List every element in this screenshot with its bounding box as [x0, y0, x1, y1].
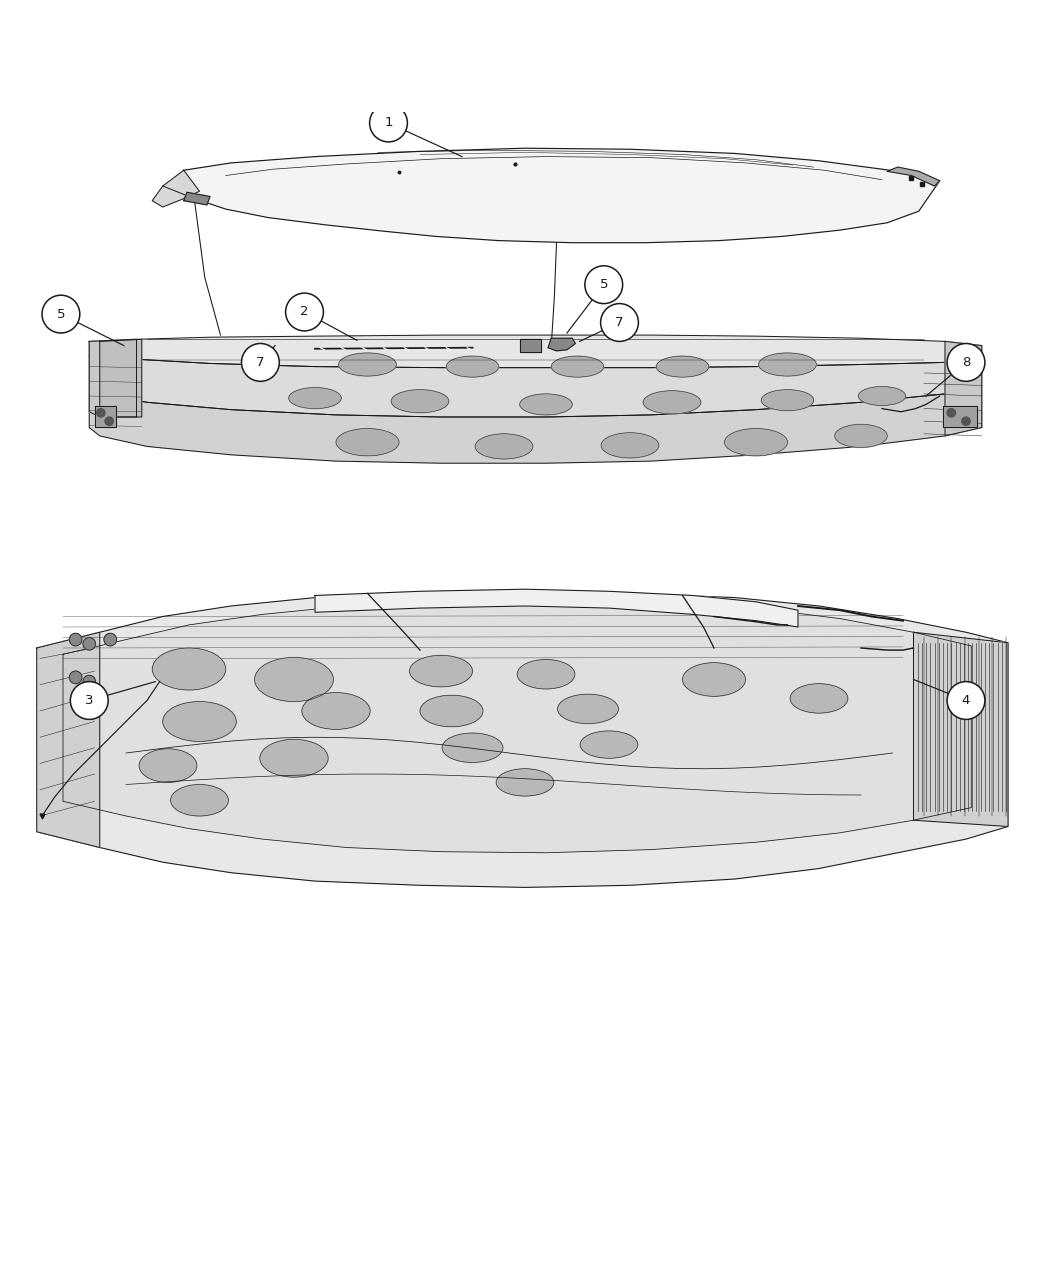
Polygon shape	[184, 148, 940, 242]
Circle shape	[83, 676, 96, 688]
Circle shape	[83, 638, 96, 650]
Circle shape	[370, 105, 407, 142]
Ellipse shape	[289, 388, 341, 408]
Circle shape	[69, 671, 82, 683]
Ellipse shape	[446, 356, 499, 377]
Ellipse shape	[496, 769, 554, 796]
Circle shape	[947, 343, 985, 381]
Polygon shape	[100, 339, 142, 417]
Polygon shape	[943, 407, 976, 427]
Ellipse shape	[758, 353, 817, 376]
Polygon shape	[548, 338, 575, 351]
Ellipse shape	[656, 356, 709, 377]
Ellipse shape	[336, 428, 399, 456]
Ellipse shape	[859, 386, 905, 405]
Ellipse shape	[761, 390, 814, 411]
Text: 3: 3	[85, 694, 93, 708]
Circle shape	[601, 303, 638, 342]
Ellipse shape	[682, 663, 745, 696]
Ellipse shape	[302, 692, 370, 729]
Circle shape	[585, 265, 623, 303]
Polygon shape	[152, 171, 200, 207]
Ellipse shape	[724, 428, 788, 456]
Ellipse shape	[558, 694, 618, 724]
Polygon shape	[520, 339, 541, 352]
Polygon shape	[89, 356, 982, 417]
Polygon shape	[89, 335, 982, 367]
Polygon shape	[184, 193, 210, 205]
Circle shape	[104, 634, 117, 646]
Ellipse shape	[517, 659, 575, 689]
Polygon shape	[887, 167, 940, 186]
Ellipse shape	[338, 353, 397, 376]
Text: 5: 5	[600, 278, 608, 291]
Text: 8: 8	[962, 356, 970, 368]
Polygon shape	[89, 339, 136, 417]
Ellipse shape	[152, 648, 226, 690]
Circle shape	[286, 293, 323, 332]
Polygon shape	[37, 592, 1008, 887]
Polygon shape	[89, 388, 982, 463]
Ellipse shape	[442, 733, 503, 762]
Polygon shape	[945, 342, 982, 436]
Polygon shape	[37, 632, 100, 848]
Ellipse shape	[835, 425, 887, 448]
Circle shape	[947, 408, 956, 417]
Ellipse shape	[170, 784, 229, 816]
Circle shape	[105, 417, 113, 426]
Text: 5: 5	[57, 307, 65, 320]
Ellipse shape	[551, 356, 604, 377]
Ellipse shape	[391, 390, 449, 413]
Circle shape	[42, 296, 80, 333]
Ellipse shape	[163, 701, 236, 742]
Circle shape	[70, 682, 108, 719]
Ellipse shape	[420, 695, 483, 727]
Ellipse shape	[254, 658, 334, 701]
Circle shape	[69, 634, 82, 646]
Text: 7: 7	[256, 356, 265, 368]
Polygon shape	[315, 589, 798, 627]
Polygon shape	[914, 632, 1008, 826]
Circle shape	[97, 408, 105, 417]
Ellipse shape	[601, 432, 659, 458]
Text: 4: 4	[962, 694, 970, 708]
Text: 7: 7	[615, 316, 624, 329]
Ellipse shape	[520, 394, 572, 414]
Ellipse shape	[139, 748, 197, 783]
Ellipse shape	[643, 390, 701, 414]
Circle shape	[947, 682, 985, 719]
Ellipse shape	[260, 740, 328, 778]
Ellipse shape	[580, 731, 638, 759]
Circle shape	[242, 343, 279, 381]
Polygon shape	[63, 599, 971, 853]
Text: 2: 2	[300, 306, 309, 319]
Polygon shape	[94, 407, 116, 427]
Text: 1: 1	[384, 116, 393, 130]
Ellipse shape	[410, 655, 472, 687]
Ellipse shape	[475, 434, 532, 459]
Circle shape	[962, 417, 970, 426]
Ellipse shape	[790, 683, 848, 713]
